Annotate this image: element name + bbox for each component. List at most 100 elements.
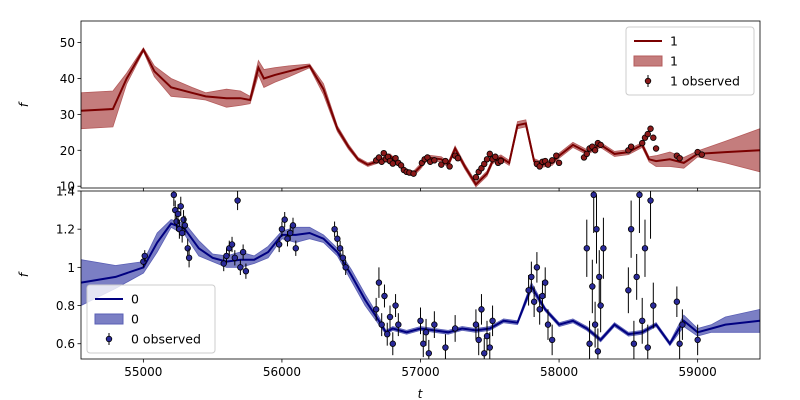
observed-point <box>530 298 538 305</box>
observed-point <box>292 245 299 252</box>
observed-point <box>331 225 338 233</box>
observed-point <box>446 163 453 170</box>
observed-point <box>492 153 499 160</box>
legend-label: 0 <box>131 292 139 307</box>
observed-point <box>231 254 239 262</box>
confidence-band <box>81 219 760 347</box>
observed-point <box>375 279 383 286</box>
observed-point <box>676 154 683 162</box>
legend-label: 1 <box>670 54 678 69</box>
observed-point <box>641 245 649 252</box>
observed-point <box>597 141 604 149</box>
observed-point <box>284 235 291 242</box>
observed-point <box>536 306 543 313</box>
observed-point <box>633 273 640 281</box>
observed-point <box>533 264 541 271</box>
observed-point <box>223 252 230 260</box>
observed-point <box>342 264 349 271</box>
legend-label: 0 observed <box>131 332 201 347</box>
observed-point <box>392 154 399 162</box>
observed-point <box>472 174 480 181</box>
y-tick-label: 0.8 <box>56 299 75 313</box>
observed-point <box>478 306 485 313</box>
observed-point <box>234 197 241 204</box>
observed-point <box>673 298 681 305</box>
legend-label: 1 observed <box>670 74 740 89</box>
observed-point <box>442 344 449 351</box>
observed-point <box>177 203 184 210</box>
legend: 0 0 0 observed <box>86 284 216 354</box>
observed-point <box>181 222 189 229</box>
observed-point <box>652 145 660 152</box>
observed-point <box>239 248 247 256</box>
observed-point <box>590 191 597 199</box>
panel-top: 10 20 30 40 50 1 1 1 observed f <box>17 20 761 194</box>
observed-point <box>220 260 227 267</box>
observed-point <box>630 340 638 347</box>
observed-point <box>392 302 399 309</box>
observed-point <box>548 336 556 344</box>
observed-point <box>395 321 402 328</box>
observed-point <box>410 170 417 177</box>
observed-point <box>627 143 635 150</box>
observed-point <box>528 273 535 281</box>
observed-point <box>583 150 590 158</box>
observed-point <box>472 321 480 328</box>
observed-point <box>185 254 193 262</box>
observed-point <box>676 340 683 347</box>
observed-point <box>486 344 493 351</box>
observed-point <box>278 225 286 233</box>
observed-point <box>591 321 599 328</box>
observed-point <box>539 292 546 300</box>
observed-point <box>422 329 430 336</box>
observed-point <box>544 321 552 328</box>
observed-point <box>583 245 590 252</box>
observed-point <box>228 241 236 248</box>
x-tick-label: 57000 <box>401 365 439 379</box>
y-tick-label: 40 <box>60 72 75 86</box>
observed-point <box>275 241 283 248</box>
observed-point <box>140 258 147 265</box>
observed-point <box>281 216 288 223</box>
x-axis-label: t <box>418 387 424 400</box>
observed-point <box>378 321 385 328</box>
observed-point <box>639 317 646 325</box>
observed-point <box>596 273 603 281</box>
observed-point <box>600 245 607 252</box>
x-tick-label: 58000 <box>540 365 578 379</box>
observed-point <box>173 218 180 225</box>
observed-point <box>698 151 705 158</box>
y-tick-label: 1.4 <box>56 185 75 199</box>
observed-point <box>486 150 493 158</box>
legend-label: 0 <box>131 312 139 327</box>
observed-point <box>178 229 186 237</box>
observed-point <box>647 197 654 204</box>
observed-point <box>481 350 488 357</box>
observed-point <box>336 245 344 252</box>
observed-point <box>586 340 593 347</box>
observed-point <box>334 235 341 242</box>
observed-point <box>380 149 387 157</box>
observed-point <box>597 302 604 309</box>
observed-point <box>389 160 396 167</box>
observed-point <box>184 245 191 252</box>
confidence-band <box>81 47 760 188</box>
y-tick-label: 50 <box>60 36 75 50</box>
x-tick-label: 59000 <box>679 365 717 379</box>
y-tick-label: 0.6 <box>56 337 75 351</box>
observed-point <box>475 336 482 344</box>
legend-point-swatch <box>644 77 652 85</box>
observed-point <box>174 210 182 218</box>
x-tick-label: 55000 <box>124 365 162 379</box>
y-tick-label: 1 <box>67 261 75 275</box>
observed-point <box>636 191 643 199</box>
observed-point <box>593 225 600 233</box>
observed-point <box>644 344 651 351</box>
x-tick-label: 56000 <box>263 365 301 379</box>
observed-point <box>386 313 394 321</box>
legend-box <box>625 26 755 96</box>
y-tick-label: 10 <box>60 180 75 194</box>
